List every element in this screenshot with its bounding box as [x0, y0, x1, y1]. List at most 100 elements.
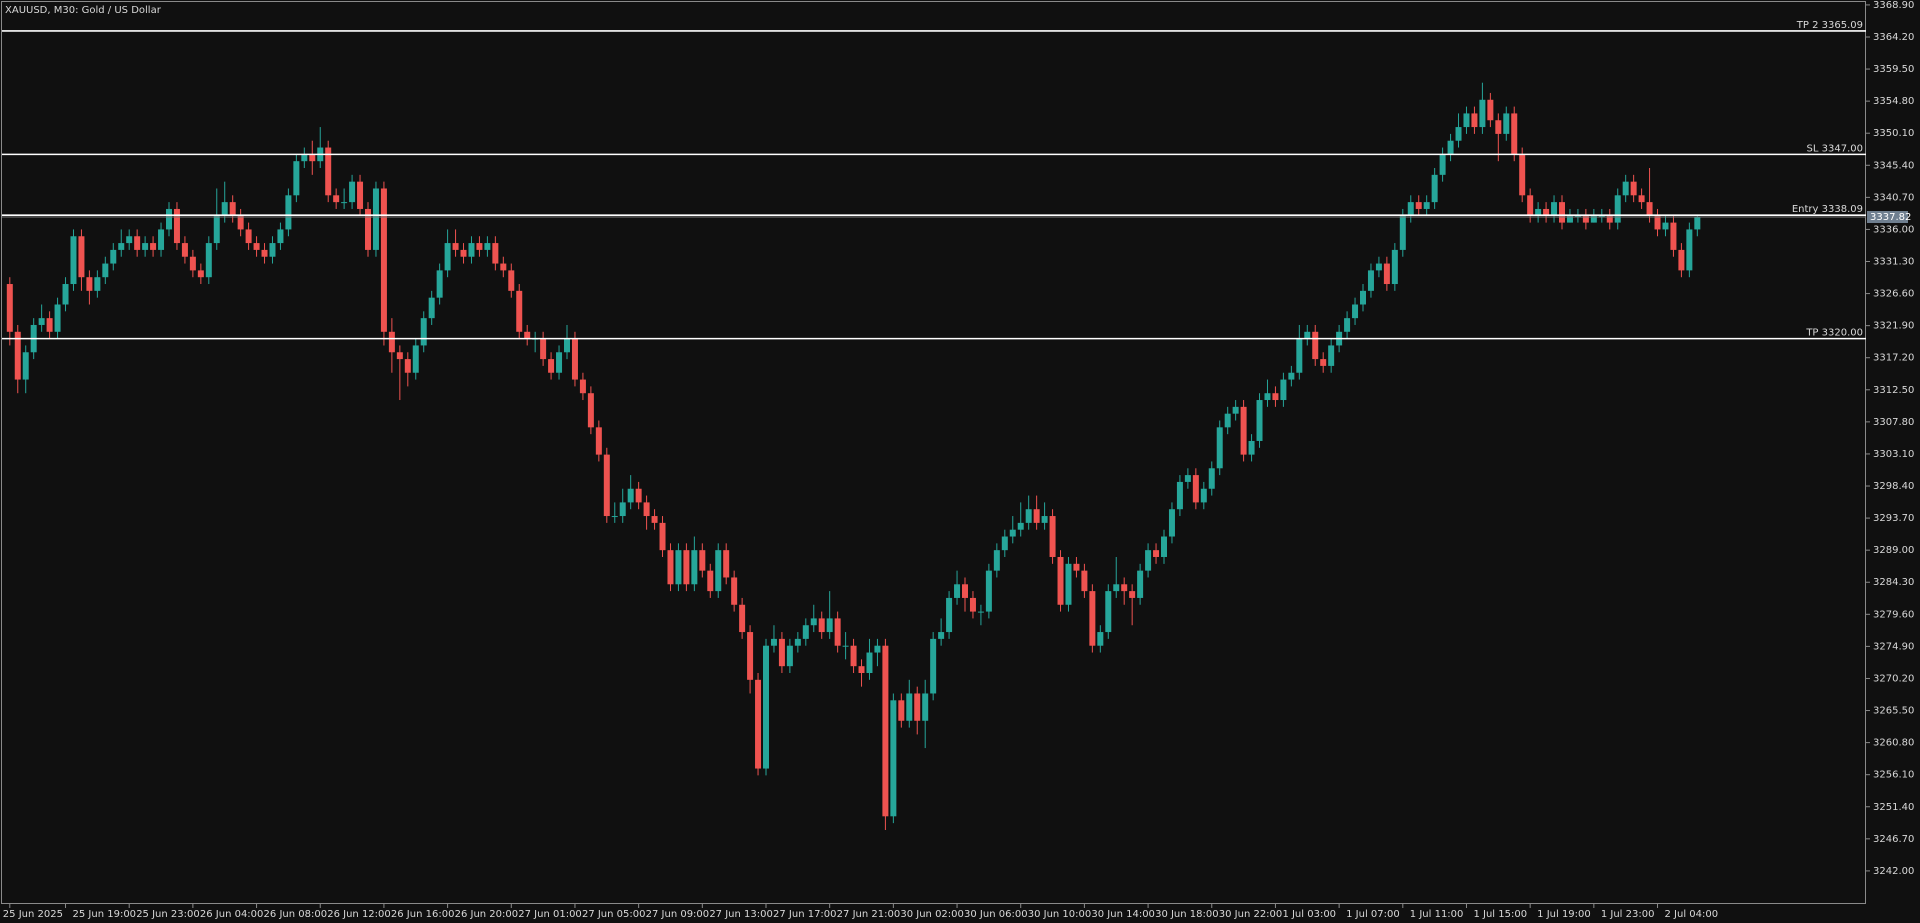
candle-body — [1017, 522, 1024, 530]
candle-body — [1566, 215, 1573, 223]
candle-body — [659, 522, 666, 551]
candle-body — [150, 243, 157, 250]
candle-body — [1694, 217, 1701, 230]
candle-body — [1312, 331, 1319, 360]
candle-body — [1646, 202, 1653, 216]
candle-body — [1009, 529, 1016, 537]
candle-body — [428, 297, 435, 319]
x-tick-label: 26 Jun 08:00 — [264, 909, 328, 920]
x-tick-label: 26 Jun 12:00 — [327, 909, 391, 920]
candle-body — [508, 270, 515, 291]
candle-body — [1296, 338, 1303, 373]
candle-body — [1598, 215, 1605, 217]
candle-body — [1614, 195, 1621, 223]
candle-body — [810, 618, 817, 626]
y-tick-label: 3298.40 — [1873, 481, 1914, 492]
candle-body — [1089, 591, 1096, 646]
candle-body — [715, 550, 722, 592]
candle-body — [922, 693, 929, 721]
candle-body — [1686, 229, 1693, 271]
y-tick-label: 3326.60 — [1873, 289, 1914, 300]
candle-body — [6, 284, 13, 332]
y-tick-label: 3368.90 — [1873, 0, 1914, 11]
candle-body — [38, 318, 45, 325]
candle-body — [985, 570, 992, 612]
y-tick-label: 3364.20 — [1873, 32, 1914, 43]
candle-body — [962, 584, 968, 598]
x-tick-label: 30 Jun 14:00 — [1091, 909, 1155, 920]
last-price-box — [1867, 211, 1908, 224]
candle-body — [1415, 202, 1422, 209]
x-tick-label: 30 Jun 18:00 — [1155, 909, 1219, 920]
y-tick-label: 3303.10 — [1873, 449, 1914, 460]
candle-body — [1431, 174, 1438, 203]
x-tick-label: 2 Jul 04:00 — [1665, 909, 1719, 920]
candle-body — [1168, 509, 1175, 537]
candle-body — [1161, 536, 1167, 557]
candle-body — [930, 638, 937, 694]
candle-body — [237, 215, 244, 230]
candle-body — [524, 331, 531, 339]
candle-body — [420, 318, 427, 346]
candle-body — [492, 243, 499, 264]
candle-body — [70, 236, 77, 285]
candle-body — [1503, 113, 1510, 134]
candle-body — [460, 249, 467, 257]
candle-body — [1001, 536, 1008, 551]
candle-body — [229, 202, 236, 216]
candle-body — [1479, 99, 1486, 128]
candle-body — [683, 550, 690, 585]
candle-body — [1423, 202, 1430, 209]
candle-body — [548, 359, 555, 373]
y-tick-label: 3345.40 — [1873, 160, 1914, 171]
candle-body — [213, 215, 220, 244]
candle-body — [261, 249, 268, 257]
candle-body — [731, 577, 738, 605]
candle-body — [707, 570, 714, 592]
candle-body — [1511, 113, 1518, 155]
candle-body — [778, 638, 785, 667]
y-tick-label: 3350.10 — [1873, 128, 1914, 139]
candle-body — [118, 243, 125, 250]
candle-body — [818, 618, 825, 633]
candle-body — [1113, 584, 1120, 592]
candle-body — [158, 229, 165, 250]
candle-body — [1272, 393, 1279, 401]
candle-body — [1344, 318, 1351, 332]
candle-body — [325, 147, 332, 196]
candle-body — [1670, 222, 1677, 250]
candle-body — [412, 345, 419, 373]
candle-body — [1097, 632, 1104, 646]
y-tick-label: 3312.50 — [1873, 385, 1914, 396]
candle-body — [1320, 359, 1327, 366]
x-tick-label: 1 Jul 23:00 — [1601, 909, 1655, 920]
candle-body — [476, 243, 483, 250]
candle-body — [619, 502, 626, 517]
x-tick-label: 1 Jul 19:00 — [1537, 909, 1591, 920]
x-tick-label: 1 Jul 11:00 — [1410, 909, 1464, 920]
candle-body — [834, 618, 841, 646]
x-tick-label: 27 Jun 13:00 — [709, 909, 773, 920]
candle-body — [914, 693, 921, 721]
candle-body — [142, 243, 149, 250]
y-tick-label: 3242.00 — [1873, 866, 1914, 877]
candle-body — [603, 454, 610, 517]
candle-body — [1471, 113, 1478, 128]
candle-body — [1391, 249, 1398, 285]
candle-body — [675, 550, 682, 585]
y-tick-label: 3354.80 — [1873, 96, 1914, 107]
candle-body — [1375, 263, 1382, 271]
x-tick-label: 27 Jun 05:00 — [582, 909, 646, 920]
candle-body — [556, 352, 563, 373]
y-tick-label: 3331.30 — [1873, 257, 1914, 268]
candle-body — [571, 338, 578, 380]
candle-body — [1073, 563, 1080, 571]
candle-body — [1081, 570, 1088, 592]
candle-body — [874, 645, 881, 653]
candle-body — [484, 243, 491, 250]
candle-body — [1248, 440, 1255, 455]
candle-body — [1495, 120, 1502, 134]
candle-body — [1622, 181, 1629, 196]
candle-body — [126, 236, 133, 244]
